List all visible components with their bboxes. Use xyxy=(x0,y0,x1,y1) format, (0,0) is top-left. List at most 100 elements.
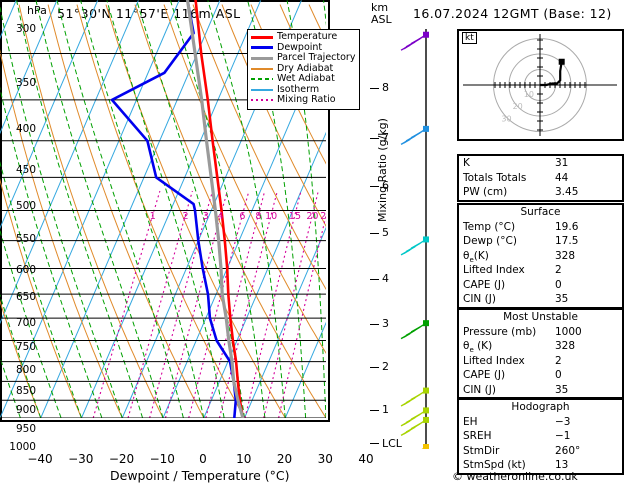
table-row: PW (cm) 3.45 xyxy=(459,185,622,200)
height-axis-asl-label: ASL xyxy=(371,13,392,26)
pressure-tick-label: 550 xyxy=(15,233,36,246)
table-row-key: CAPE (J) xyxy=(463,278,506,291)
temperature-tick-label: 10 xyxy=(236,452,252,466)
height-tick-mark xyxy=(370,409,379,411)
temperature-tick-label: −10 xyxy=(149,452,175,466)
forecast-datetime: 16.07.2024 12GMT (Base: 12) xyxy=(413,6,612,21)
height-tick-mark xyxy=(370,279,379,280)
table-title: Most Unstable xyxy=(503,311,578,323)
legend-color-swatch xyxy=(251,67,273,70)
pressure-tick-label: 750 xyxy=(15,341,36,354)
legend-item: Parcel Trajectory xyxy=(251,53,355,64)
table-row-key: CIN (J) xyxy=(463,293,496,305)
legend-color-swatch xyxy=(251,88,273,91)
pressure-tick-label: 800 xyxy=(15,363,36,376)
table-row: Totals Totals 44 xyxy=(459,171,622,186)
height-tick-label: 1 xyxy=(382,402,389,416)
height-tick-mark xyxy=(370,323,379,325)
table-row-value: 13 xyxy=(555,459,569,471)
table-row: CIN (J) 35 xyxy=(459,383,622,398)
svg-text:20: 20 xyxy=(513,102,523,111)
table-row: K 31 xyxy=(459,156,622,171)
svg-text:30: 30 xyxy=(501,114,511,123)
temperature-tick-label: −20 xyxy=(108,452,135,466)
indices-table: K 31 Totals Totals 44 PW (cm) 3.45 xyxy=(457,154,624,202)
height-tick-mark xyxy=(370,186,379,188)
table-row-key: PW (cm) xyxy=(463,186,508,198)
table-row-value: 328 xyxy=(555,340,576,352)
legend-item: Mixing Ratio xyxy=(251,95,355,106)
table-row: Pressure (mb) 1000 xyxy=(459,325,622,340)
table-row-value: 1000 xyxy=(555,325,582,338)
table-row: SREH −1 xyxy=(459,429,622,444)
table-row: CAPE (J) 0 xyxy=(459,278,622,293)
svg-text:10: 10 xyxy=(265,211,277,222)
chart-legend: Temperature Dewpoint Parcel Trajectory Dry … xyxy=(247,29,361,110)
most-unstable-table: Most Unstable Pressure (mb) 1000 θe (K) 328 L… xyxy=(457,308,624,399)
legend-label: Mixing Ratio xyxy=(277,94,336,106)
table-row: StmDir 260° xyxy=(459,444,622,459)
svg-text:1: 1 xyxy=(150,211,156,222)
lcl-tick-mark xyxy=(370,443,379,444)
table-row-value: −1 xyxy=(555,430,571,442)
height-tick-label: 8 xyxy=(382,81,389,95)
height-tick-mark xyxy=(370,137,379,139)
temperature-tick-label: 0 xyxy=(199,452,207,466)
table-row: Dewp (°C) 17.5 xyxy=(459,234,622,249)
table-title: Surface xyxy=(520,206,561,218)
table-row-value: 2 xyxy=(555,264,562,276)
table-row-key: EH xyxy=(463,415,478,428)
table-row-key: Lifted Index xyxy=(463,354,525,367)
legend-label: Dewpoint xyxy=(277,41,323,53)
table-row-value: 31 xyxy=(555,157,569,169)
hodograph-stats-table: Hodograph EH −3 SREH −1 StmDir 260° StmSpd (kt)… xyxy=(457,398,624,475)
pressure-tick-label: 650 xyxy=(15,291,36,304)
legend-label: Isotherm xyxy=(277,83,320,95)
legend-item: Dry Adiabat xyxy=(251,63,355,75)
svg-text:6: 6 xyxy=(239,211,245,222)
temperature-tick-label: −40 xyxy=(27,452,53,466)
temperature-tick-label: 40 xyxy=(358,452,374,466)
table-row-key: K xyxy=(463,157,470,169)
table-row-value: 17.5 xyxy=(555,235,579,247)
height-axis-unit-label: km xyxy=(371,1,389,14)
pressure-axis-unit-label: hPa xyxy=(27,4,47,17)
table-row-value: 44 xyxy=(555,171,569,184)
legend-color-swatch xyxy=(251,46,273,50)
table-row: Temp (°C) 19.6 xyxy=(459,220,622,235)
table-row-key: StmSpd (kt) xyxy=(463,459,526,471)
svg-text:20: 20 xyxy=(306,211,318,222)
table-row-value: 0 xyxy=(555,369,562,381)
table-row: Lifted Index 2 xyxy=(459,263,622,278)
legend-color-swatch xyxy=(251,35,273,39)
station-location-title: 51°30'N 11°57'E 116m ASL xyxy=(57,6,241,21)
legend-color-swatch xyxy=(251,78,273,81)
temperature-tick-label: 20 xyxy=(276,452,293,466)
table-row: StmSpd (kt) 13 xyxy=(459,458,622,473)
table-row-value: −3 xyxy=(555,415,571,428)
lcl-label: LCL xyxy=(382,437,402,450)
temperature-tick-label: −30 xyxy=(68,452,94,466)
legend-label: Temperature xyxy=(277,31,338,43)
table-row-value: 35 xyxy=(555,293,569,305)
hodograph-unit-label: kt xyxy=(462,32,477,44)
legend-color-swatch xyxy=(251,56,273,60)
table-row: Lifted Index 2 xyxy=(459,354,622,369)
table-row: EH −3 xyxy=(459,415,622,430)
mixing-ratio-axis-title: Mixing Ratio (g/kg) xyxy=(376,118,389,222)
height-tick-label: 6 xyxy=(382,179,389,193)
table-row: CAPE (J) 0 xyxy=(459,368,622,383)
table-row-key: θe (K) xyxy=(463,340,493,355)
table-row: θe(K) 328 xyxy=(459,249,622,264)
height-tick-label: 3 xyxy=(382,316,389,330)
table-row-key: θe(K) xyxy=(463,249,489,264)
table-row-key: Pressure (mb) xyxy=(463,325,537,338)
table-row-key: Lifted Index xyxy=(463,264,525,276)
legend-item: Wet Adiabat xyxy=(251,74,355,85)
pressure-tick-label: 950 xyxy=(15,423,36,436)
height-tick-mark xyxy=(370,367,379,369)
height-tick-label: 5 xyxy=(382,226,389,240)
wind-barb-column xyxy=(400,29,429,449)
table-row-key: Temp (°C) xyxy=(463,220,516,233)
